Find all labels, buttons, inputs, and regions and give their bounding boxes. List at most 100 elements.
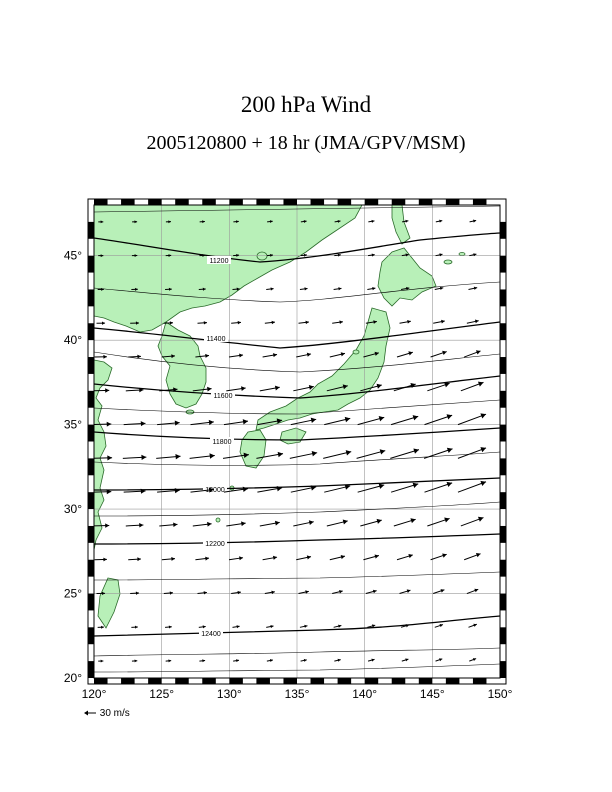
frame-segment — [88, 323, 94, 341]
wind-arrow — [329, 352, 346, 358]
wind-arrow — [94, 354, 107, 359]
wind-arrow — [190, 487, 214, 493]
wind-arrow — [165, 659, 172, 663]
wind-arrow — [226, 521, 246, 527]
wind-arrow — [123, 488, 146, 494]
frame-segment — [121, 678, 135, 684]
frame-segment — [175, 678, 189, 684]
lon-tick-label: 135° — [285, 687, 310, 701]
wind-arrow — [256, 451, 284, 459]
wind-arrow — [163, 591, 174, 595]
wind-arrow — [334, 219, 341, 223]
wind-arrow — [466, 588, 479, 595]
wind-arrow — [223, 419, 249, 426]
wind-arrow — [300, 220, 307, 223]
contour-line — [94, 663, 500, 673]
wind-arrow — [356, 449, 386, 459]
contour-line — [94, 571, 500, 581]
frame-segment — [256, 199, 270, 205]
frame-segment — [94, 199, 108, 205]
lon-tick-label: 120° — [82, 687, 107, 701]
sado-island — [352, 349, 360, 355]
wind-arrow — [195, 353, 210, 358]
contour-labels: 11200 11400 11600 11800 12000 12200 1240… — [199, 256, 235, 638]
wind-arrow — [96, 321, 106, 325]
contour-line — [94, 451, 500, 466]
wind-arrow — [226, 386, 246, 392]
wind-arrow — [399, 589, 411, 595]
wind-arrow — [157, 488, 180, 494]
wind-arrow — [300, 253, 307, 257]
frame-segment — [445, 199, 460, 205]
frame-segment — [88, 221, 94, 239]
wind-arrow — [165, 220, 171, 224]
taiwan — [97, 577, 121, 629]
frame-segment — [391, 199, 406, 205]
frame-segment — [500, 492, 506, 510]
legend-label: 30 m/s — [99, 708, 130, 719]
shikoku — [279, 427, 307, 445]
lon-tick-label: 125° — [149, 687, 174, 701]
frame-segment — [88, 559, 94, 577]
frame-segment — [148, 678, 162, 684]
wind-arrow — [94, 455, 113, 461]
frame-segment — [500, 323, 506, 341]
wind-arrow — [427, 517, 450, 527]
wind-arrow — [264, 320, 276, 325]
frame-segment — [175, 199, 189, 205]
wind-arrow — [299, 624, 308, 628]
wind-arrow — [400, 286, 410, 291]
frame-segment — [418, 199, 433, 205]
wind-arrow — [128, 557, 141, 562]
map-title: 200 hPa Wind — [240, 92, 372, 117]
wind-arrow — [323, 450, 352, 459]
wind-arrow — [434, 286, 444, 291]
wind-arrow — [390, 415, 419, 426]
wind-arrow — [367, 287, 376, 291]
wind-arrow — [333, 624, 342, 628]
frame-segment — [310, 678, 325, 684]
wind-arrow — [289, 451, 318, 459]
wind-arrow — [228, 556, 244, 561]
wind-arrow — [161, 354, 176, 359]
frame-segment — [256, 678, 270, 684]
wind-arrow — [324, 416, 351, 426]
wind-arrow — [198, 287, 206, 291]
legend-arrow-icon — [84, 710, 96, 716]
wind-arrow — [334, 253, 341, 257]
wind-arrow — [469, 253, 477, 257]
wind-arrow — [396, 351, 413, 358]
wind-arrow — [132, 220, 138, 224]
wind-arrow — [122, 454, 147, 460]
wind-arrow — [326, 519, 348, 527]
wind-arrow — [334, 658, 341, 662]
wind-arrow — [97, 625, 104, 629]
lat-tick-label: 30° — [64, 502, 82, 516]
wind-arrow — [125, 387, 144, 393]
wind-arrow — [233, 659, 240, 663]
wind-arrow — [163, 321, 174, 325]
wind-arrow — [165, 625, 172, 629]
wind-arrow — [156, 454, 181, 460]
wind-arrow — [390, 448, 420, 459]
wind-arrow — [128, 354, 141, 359]
wind-arrow — [332, 320, 343, 324]
contour-label: 12400 — [201, 631, 221, 638]
wind-arrow — [363, 351, 380, 358]
wind-arrow — [131, 287, 138, 291]
contour-label: 12000 — [205, 487, 225, 494]
wind-arrow — [367, 658, 375, 662]
contour-line — [94, 399, 500, 415]
lon-tick-label: 140° — [352, 687, 377, 701]
wind-arrow — [267, 220, 273, 224]
frame-segment — [121, 199, 135, 205]
lat-tick-label: 35° — [64, 418, 82, 432]
wind-arrow — [360, 383, 382, 392]
wind-arrow — [223, 486, 249, 493]
wind-arrow — [464, 350, 481, 358]
wind-arrow — [423, 447, 453, 459]
wind-arrow — [98, 254, 104, 258]
wind-arrow — [365, 320, 377, 324]
wind-arrow — [368, 219, 375, 223]
